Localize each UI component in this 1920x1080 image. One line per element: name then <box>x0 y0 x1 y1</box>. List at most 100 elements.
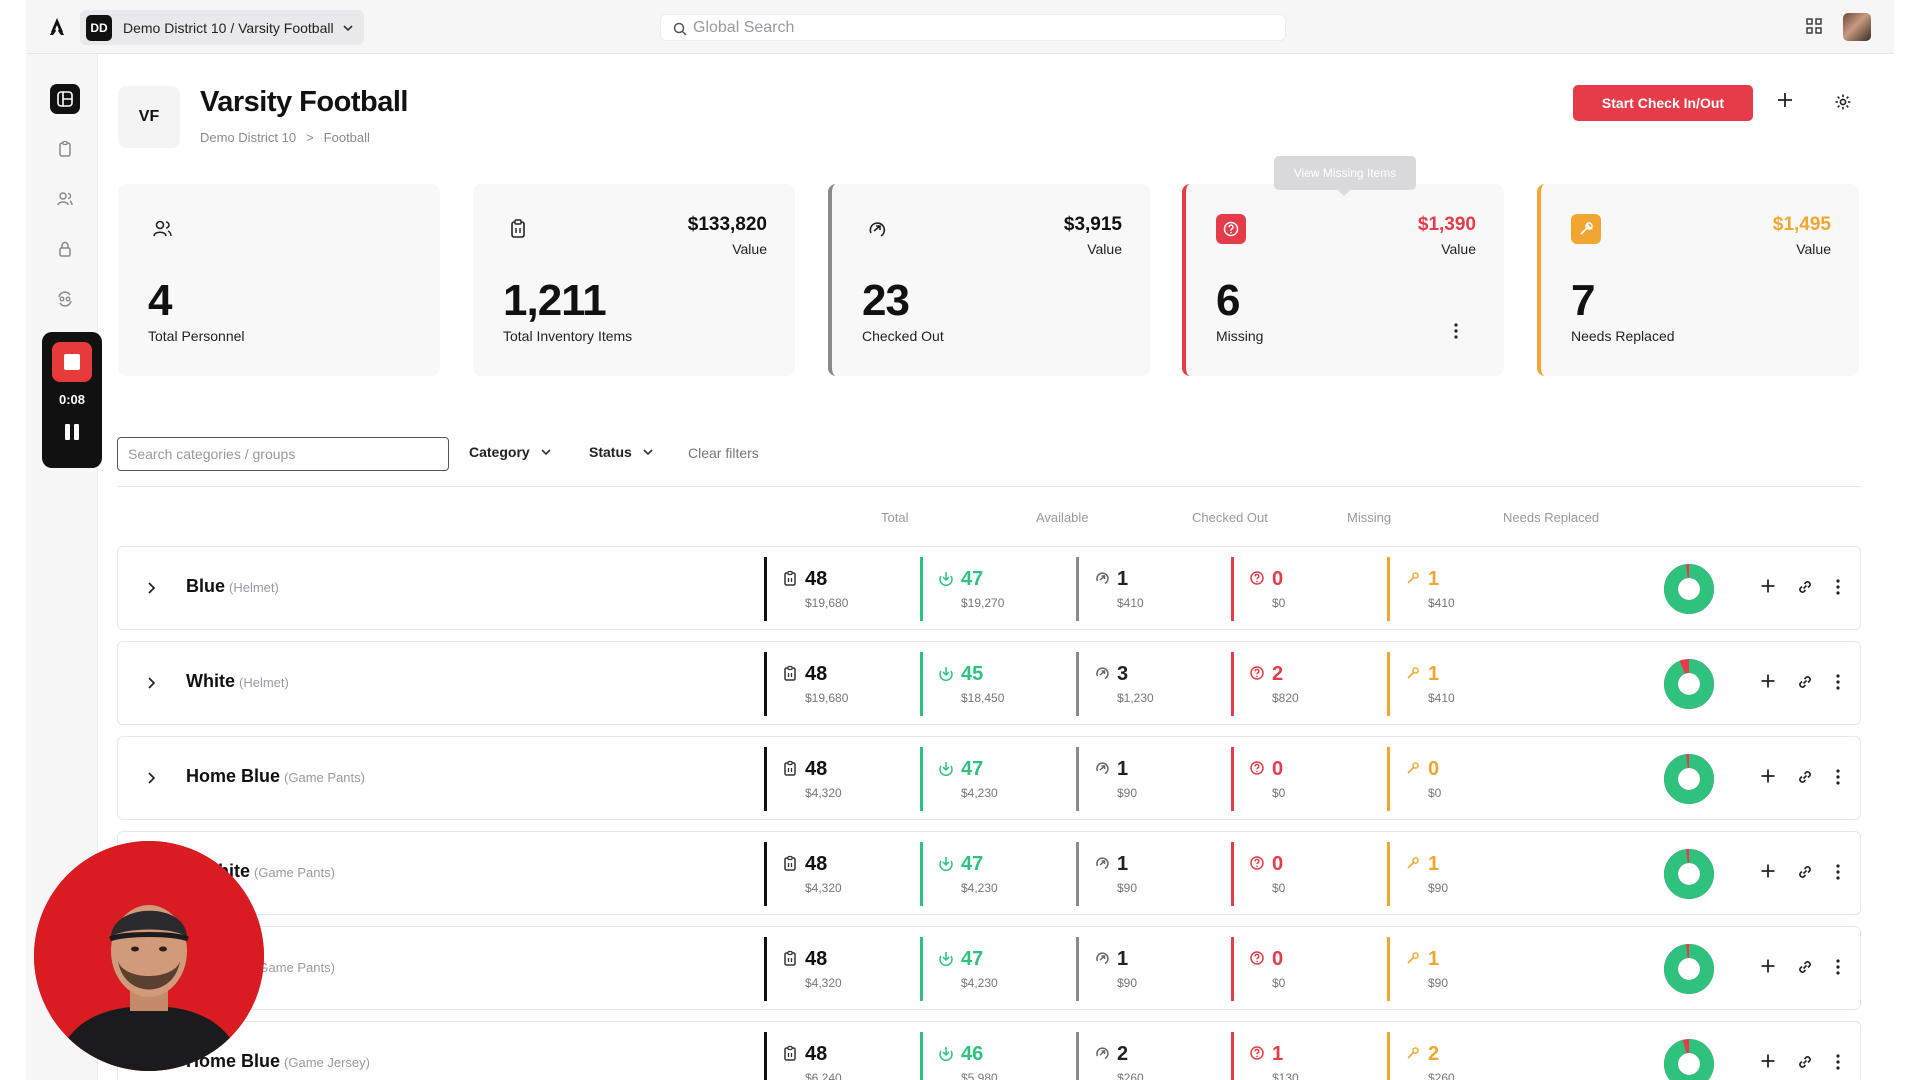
nav-lockers[interactable] <box>50 234 80 264</box>
apps-grid-icon[interactable] <box>1806 18 1822 34</box>
column-header-checked-out: Checked Out <box>1192 510 1268 525</box>
metric-count: 47 <box>961 568 984 590</box>
stat-card-needs-replaced[interactable]: $1,495 Value 7 Needs Replaced <box>1537 184 1859 376</box>
metric-available: 47 $4,230 <box>920 842 998 906</box>
row-name[interactable]: Home Blue (Game Pants) <box>186 766 365 787</box>
more-options-icon[interactable] <box>1834 578 1842 596</box>
nav-personnel[interactable] <box>50 184 80 214</box>
stat-label: Missing <box>1216 328 1264 344</box>
wrench-icon <box>1405 665 1421 681</box>
pause-recording-button[interactable] <box>62 420 82 444</box>
workspace-badge: DD <box>86 14 112 41</box>
nav-inventory[interactable] <box>50 134 80 164</box>
link-icon[interactable] <box>1796 578 1814 596</box>
stat-value: $3,915 <box>1063 214 1122 235</box>
metric-needs-replaced: 1 $90 <box>1387 937 1448 1001</box>
row-name[interactable]: Home Blue (Game Jersey) <box>186 1051 370 1072</box>
stat-card-checked-out[interactable]: $3,915 Value 23 Checked Out <box>828 184 1150 376</box>
metric-value: $130 <box>1272 1071 1299 1080</box>
table-row[interactable]: Home Blue (Game Pants) 48 $4,320 47 $4,23… <box>117 736 1861 820</box>
stat-label: Total Personnel <box>148 328 245 344</box>
row-category: (Game Pants) <box>254 960 335 975</box>
link-icon[interactable] <box>1796 1053 1814 1071</box>
link-icon[interactable] <box>1796 673 1814 691</box>
table-row[interactable]: e Silver(Game Pants) 48 $4,320 47 $4,230… <box>117 926 1861 1010</box>
status-filter-dropdown[interactable]: Status <box>589 444 654 460</box>
add-icon[interactable] <box>1776 91 1794 109</box>
more-options-icon[interactable] <box>1834 1053 1842 1071</box>
chevron-right-icon[interactable] <box>144 676 158 690</box>
nav-dashboard[interactable] <box>50 84 80 114</box>
missing-icon <box>1249 950 1265 966</box>
row-name[interactable]: White (Helmet) <box>186 671 289 692</box>
clear-filters-button[interactable]: Clear filters <box>688 445 759 461</box>
stat-card-inventory[interactable]: $133,820 Value 1,211 Total Inventory Ite… <box>473 184 795 376</box>
checked-out-icon <box>862 214 892 244</box>
global-search-input[interactable] <box>693 18 1285 37</box>
link-icon[interactable] <box>1796 958 1814 976</box>
row-category: (Game Jersey) <box>284 1055 370 1070</box>
add-item-icon[interactable] <box>1760 1053 1776 1069</box>
column-header-available: Available <box>1036 510 1089 525</box>
add-item-icon[interactable] <box>1760 673 1776 689</box>
workspace-selector[interactable]: DD Demo District 10 / Varsity Football <box>80 10 364 45</box>
user-avatar[interactable] <box>1843 13 1871 41</box>
metric-total: 48 $19,680 <box>764 557 848 621</box>
metric-value: $90 <box>1117 976 1138 990</box>
link-icon[interactable] <box>1796 768 1814 786</box>
app-logo-icon[interactable] <box>46 16 68 38</box>
table-row[interactable]: White (Helmet) 48 $19,680 45 $18,450 3 $1… <box>117 641 1861 725</box>
row-name[interactable]: Blue (Helmet) <box>186 576 279 597</box>
add-item-icon[interactable] <box>1760 768 1776 784</box>
chevron-right-icon[interactable] <box>144 771 158 785</box>
table-row[interactable]: Home Blue (Game Jersey) 48 $6,240 46 $5,9… <box>117 1021 1861 1080</box>
breadcrumb-district[interactable]: Demo District 10 <box>200 130 297 145</box>
stat-card-missing[interactable]: $1,390 Value 6 Missing <box>1182 184 1504 376</box>
stat-number: 7 <box>1571 276 1596 325</box>
checked-out-icon <box>1094 1045 1110 1061</box>
metric-count: 0 <box>1428 758 1440 780</box>
stat-card-personnel[interactable]: 4 Total Personnel <box>118 184 440 376</box>
breadcrumb-sport[interactable]: Football <box>323 130 370 145</box>
available-icon <box>938 950 954 966</box>
metric-count: 48 <box>805 1043 828 1065</box>
wrench-icon <box>1405 760 1421 776</box>
add-item-icon[interactable] <box>1760 578 1776 594</box>
window-frame-left <box>0 0 26 1080</box>
row-name-text: Blue <box>186 576 226 596</box>
metric-checked-out: 1 $410 <box>1076 557 1144 621</box>
start-check-in-out-button[interactable]: Start Check In/Out <box>1573 85 1753 121</box>
metric-total: 48 $4,320 <box>764 842 842 906</box>
wrench-icon <box>1405 855 1421 871</box>
more-options-icon[interactable] <box>1448 322 1464 340</box>
more-options-icon[interactable] <box>1834 768 1842 786</box>
more-options-icon[interactable] <box>1834 863 1842 881</box>
gear-icon[interactable] <box>1834 93 1852 111</box>
table-row[interactable]: y White(Game Pants) 48 $4,320 47 $4,230 … <box>117 831 1861 915</box>
stop-recording-button[interactable] <box>52 342 92 382</box>
global-search[interactable] <box>660 14 1286 41</box>
metric-value: $410 <box>1428 596 1455 610</box>
more-options-icon[interactable] <box>1834 958 1842 976</box>
category-search-input[interactable] <box>117 437 449 471</box>
available-icon <box>938 665 954 681</box>
metric-missing: 2 $820 <box>1231 652 1299 716</box>
stat-value-label: Value <box>1087 241 1122 257</box>
metric-needs-replaced: 1 $410 <box>1387 557 1455 621</box>
metric-value: $0 <box>1272 881 1286 895</box>
table-row[interactable]: Blue (Helmet) 48 $19,680 47 $19,270 1 $41… <box>117 546 1861 630</box>
more-options-icon[interactable] <box>1834 673 1842 691</box>
category-filter-dropdown[interactable]: Category <box>469 444 552 460</box>
metric-count: 47 <box>961 853 984 875</box>
metric-total: 48 $4,320 <box>764 747 842 811</box>
metric-count: 2 <box>1117 1043 1129 1065</box>
metric-needs-replaced: 1 $410 <box>1387 652 1455 716</box>
nav-exchange[interactable] <box>50 284 80 314</box>
presenter-video <box>34 841 264 1071</box>
add-item-icon[interactable] <box>1760 958 1776 974</box>
workspace-name: Demo District 10 / Varsity Football <box>123 19 334 36</box>
availability-ring <box>1664 849 1714 899</box>
chevron-right-icon[interactable] <box>144 581 158 595</box>
add-item-icon[interactable] <box>1760 863 1776 879</box>
link-icon[interactable] <box>1796 863 1814 881</box>
